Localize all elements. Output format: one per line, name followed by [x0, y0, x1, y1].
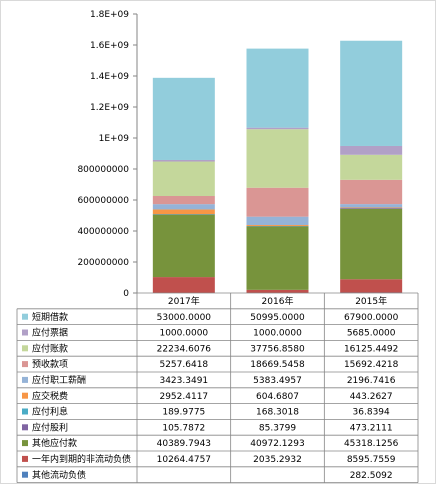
x-category-label: 2016年: [262, 295, 294, 307]
data-label: 5257.6418: [159, 360, 208, 370]
data-label: 2952.4117: [159, 392, 208, 402]
data-label: 604.6807: [256, 392, 299, 402]
data-label: 37756.8580: [250, 344, 305, 354]
bar-segment: [152, 209, 215, 215]
bar-segment: [246, 127, 309, 130]
bar-segment: [246, 289, 309, 293]
legend-swatch: [22, 471, 28, 478]
data-label: 189.9775: [162, 408, 205, 418]
data-label: 18669.5458: [250, 360, 305, 370]
bar-segment: [340, 154, 403, 180]
x-category-label: 2015年: [355, 295, 387, 307]
legend-label: 一年内到期的非流动负债: [32, 453, 131, 465]
bar-segment: [246, 225, 309, 226]
y-tick-label: 1E+09: [99, 134, 130, 144]
legend-swatch: [22, 392, 28, 399]
y-tick-label: 1.6E+09: [90, 41, 129, 51]
legend-swatch: [22, 424, 28, 431]
y-tick-label: 400000000: [77, 227, 129, 237]
data-label: 53000.0000: [157, 313, 212, 323]
data-label: 36.8394: [353, 408, 390, 418]
data-label: 22234.6076: [157, 344, 212, 354]
data-label: 16125.4492: [344, 344, 398, 354]
data-label: 45318.1256: [344, 439, 399, 449]
legend-swatch: [22, 376, 28, 383]
legend-swatch: [22, 329, 28, 336]
data-label: 168.3018: [256, 408, 299, 418]
bar-segment: [152, 195, 215, 205]
data-label: 282.5092: [350, 471, 393, 481]
legend-label: 应付利息: [32, 406, 68, 418]
bar-segment: [340, 279, 403, 293]
y-tick-label: 200000000: [77, 258, 129, 268]
data-label: 40972.1293: [250, 439, 304, 449]
bar-segment: [246, 48, 309, 128]
data-label: 8595.7559: [347, 455, 396, 465]
legend-label: 应付票据: [32, 327, 68, 339]
bar-segment: [152, 161, 215, 196]
legend-label: 应付账款: [32, 342, 68, 354]
data-label: 40389.7943: [157, 439, 211, 449]
y-tick-label: 1.8E+09: [90, 10, 129, 20]
x-category-label: 2017年: [168, 295, 200, 307]
data-label: 473.2111: [350, 423, 393, 433]
data-label: 85.3799: [259, 423, 296, 433]
legend-swatch: [22, 361, 28, 368]
bar-segment: [152, 214, 215, 278]
y-tick-label: 800000000: [77, 165, 129, 175]
data-label: 5685.0000: [347, 329, 396, 339]
data-label: 1000.0000: [253, 329, 302, 339]
legend-label: 其他流动负债: [32, 469, 86, 481]
bar-segment: [152, 277, 215, 293]
legend-label: 应付职工薪酬: [32, 374, 86, 386]
legend-label: 预收款项: [32, 358, 68, 370]
bar-segment: [340, 40, 403, 146]
data-label: 2196.7416: [347, 376, 396, 386]
legend-label: 短期借款: [32, 311, 68, 323]
legend-swatch: [22, 440, 28, 447]
legend-swatch: [22, 408, 28, 415]
bar-segment: [340, 204, 403, 208]
data-label: 3423.3491: [159, 376, 208, 386]
bar-segment: [340, 145, 403, 155]
legend-swatch: [22, 313, 28, 320]
bar-segment: [246, 129, 309, 188]
data-label: 10264.4757: [157, 455, 211, 465]
bar-segment: [246, 187, 309, 217]
bar-segment: [246, 216, 309, 226]
data-label: 443.2627: [350, 392, 393, 402]
legend-swatch: [22, 455, 28, 462]
data-label: 5383.4957: [253, 376, 302, 386]
bar-segment: [340, 208, 403, 280]
data-label: 15692.4218: [344, 360, 399, 370]
legend-swatch: [22, 345, 28, 352]
data-label: 2035.2932: [253, 455, 302, 465]
bar-segment: [340, 207, 403, 209]
y-tick-label: 0: [123, 289, 129, 299]
bar-segment: [340, 179, 403, 205]
y-tick-label: 600000000: [77, 196, 129, 206]
bar-segment: [340, 208, 403, 209]
legend-label: 应付股利: [32, 421, 68, 433]
data-label: 67900.0000: [344, 313, 399, 323]
bar-segment: [152, 77, 215, 160]
legend-label: 应交税费: [32, 390, 68, 402]
y-tick-label: 1.4E+09: [90, 72, 129, 82]
y-tick-label: 1.2E+09: [90, 103, 129, 113]
legend-label: 其他应付款: [32, 437, 77, 449]
data-label: 1000.0000: [159, 329, 208, 339]
data-label: 105.7872: [162, 423, 205, 433]
bar-segment: [246, 226, 309, 290]
bar-segment: [152, 159, 215, 162]
data-label: 50995.0000: [250, 313, 305, 323]
bar-segment: [152, 204, 215, 210]
